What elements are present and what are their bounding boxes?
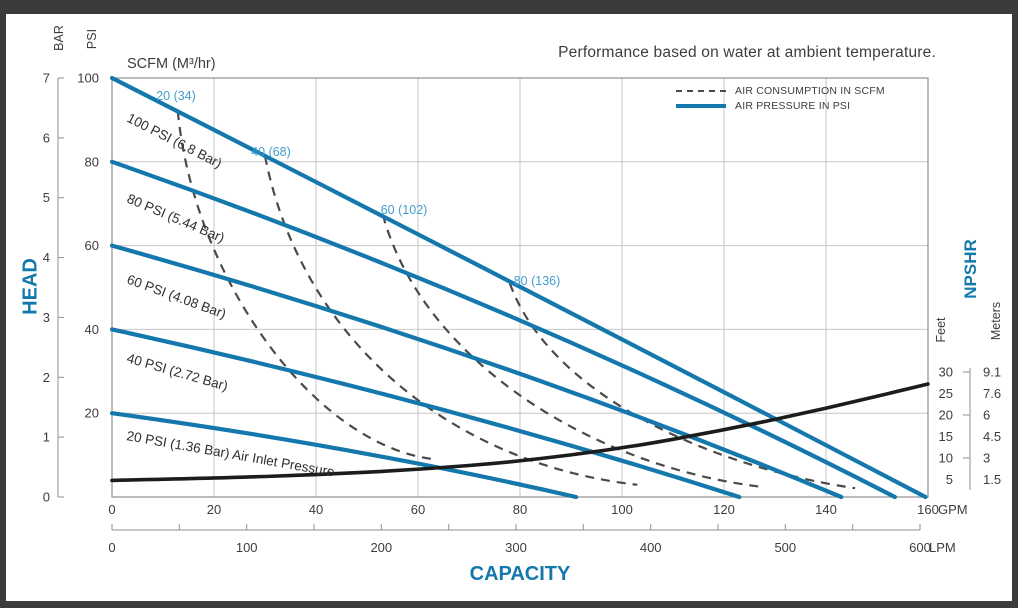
pressure-curve-60 bbox=[109, 243, 844, 500]
frame-right bbox=[1012, 0, 1018, 608]
capacity-axis-title: CAPACITY bbox=[469, 563, 571, 585]
legend-label-air-consumption: AIR CONSUMPTION IN SCFM bbox=[735, 85, 885, 97]
pressure-curve-100 bbox=[109, 75, 928, 500]
gpm-tick-label: 60 bbox=[411, 502, 425, 517]
feet-unit-label: Feet bbox=[934, 317, 948, 343]
lpm-unit-label: LPM bbox=[929, 540, 956, 555]
pressure-curve-80 bbox=[109, 159, 897, 500]
lpm-tick-label: 100 bbox=[236, 540, 258, 555]
lpm-tick-label: 500 bbox=[774, 540, 796, 555]
scfm-axis-caption: SCFM (M³/hr) bbox=[127, 56, 216, 72]
bar-unit-label: BAR bbox=[52, 25, 66, 51]
gpm-tick-label: 80 bbox=[513, 502, 527, 517]
lpm-tick-label: 200 bbox=[370, 540, 392, 555]
feet-tick-label: 10 bbox=[939, 451, 953, 466]
gpm-tick-label: 140 bbox=[815, 502, 837, 517]
meters-tick-label: 7.6 bbox=[983, 386, 1001, 401]
feet-tick-label: 20 bbox=[939, 408, 953, 423]
meters-tick-label: 6 bbox=[983, 408, 990, 423]
gpm-tick-label: 0 bbox=[108, 502, 115, 517]
air-consumption-label-80: 80 (136) bbox=[514, 274, 561, 288]
legend: AIR CONSUMPTION IN SCFM AIR PRESSURE IN … bbox=[676, 85, 885, 112]
bar-tick-label: 2 bbox=[43, 370, 50, 385]
bar-tick-label: 0 bbox=[43, 490, 50, 505]
bar-tick-label: 7 bbox=[43, 71, 50, 86]
meters-tick-label: 1.5 bbox=[983, 472, 1001, 487]
chart-title: Performance based on water at ambient te… bbox=[558, 44, 936, 61]
bar-tick-label: 3 bbox=[43, 310, 50, 325]
dashed-line-swatch bbox=[676, 90, 726, 92]
meters-unit-label: Meters bbox=[989, 301, 1003, 341]
air-consumption-label-40: 40 (68) bbox=[251, 145, 291, 159]
npshr-curve bbox=[110, 382, 930, 483]
frame-top bbox=[0, 0, 1018, 14]
lpm-tick-label: 0 bbox=[108, 540, 115, 555]
gpm-tick-label: 40 bbox=[309, 502, 323, 517]
legend-row-air-consumption: AIR CONSUMPTION IN SCFM bbox=[676, 85, 885, 97]
lpm-tick-label: 400 bbox=[640, 540, 662, 555]
npshr-axis-title: NPSHR bbox=[961, 239, 980, 299]
psi-tick-label: 60 bbox=[85, 238, 99, 253]
air-consumption-curve-20 bbox=[176, 110, 435, 461]
pressure-curve-20 bbox=[109, 411, 579, 500]
legend-label-air-pressure: AIR PRESSURE IN PSI bbox=[735, 100, 851, 112]
feet-tick-label: 5 bbox=[946, 472, 953, 487]
psi-unit-label: PSI bbox=[85, 28, 99, 50]
meters-tick-label: 9.1 bbox=[983, 365, 1001, 380]
pressure-curve-40 bbox=[109, 327, 742, 500]
bar-tick-label: 5 bbox=[43, 190, 50, 205]
legend-row-air-pressure: AIR PRESSURE IN PSI bbox=[676, 100, 885, 112]
bar-tick-label: 4 bbox=[43, 250, 50, 265]
frame-bottom bbox=[0, 601, 1018, 608]
pressure-curve-label-60: 60 PSI (4.08 Bar) bbox=[125, 272, 228, 322]
feet-tick-label: 15 bbox=[939, 429, 953, 444]
psi-tick-label: 80 bbox=[85, 154, 99, 169]
air-consumption-label-20: 20 (34) bbox=[156, 89, 196, 103]
air-consumption-curve-40 bbox=[263, 155, 638, 486]
psi-tick-label: 100 bbox=[77, 71, 99, 86]
gpm-tick-label: 100 bbox=[611, 502, 633, 517]
air-consumption-label-60: 60 (102) bbox=[381, 203, 428, 217]
gpm-tick-label: 160 bbox=[917, 502, 939, 517]
head-axis-title: HEAD bbox=[19, 258, 42, 315]
psi-tick-label: 40 bbox=[85, 322, 99, 337]
gpm-unit-label: GPM bbox=[938, 502, 968, 517]
meters-tick-label: 3 bbox=[983, 451, 990, 466]
air-consumption-curve-60 bbox=[381, 214, 763, 488]
pressure-curve-label-20: 20 PSI (1.36 Bar) Air Inlet Pressure bbox=[125, 428, 335, 479]
gpm-tick-label: 20 bbox=[207, 502, 221, 517]
psi-tick-label: 20 bbox=[85, 406, 99, 421]
meters-tick-label: 4.5 bbox=[983, 429, 1001, 444]
feet-tick-label: 30 bbox=[939, 365, 953, 380]
lpm-tick-label: 600 bbox=[909, 540, 931, 555]
gpm-tick-label: 120 bbox=[713, 502, 735, 517]
bar-tick-label: 6 bbox=[43, 130, 50, 145]
solid-line-swatch bbox=[676, 104, 726, 108]
bar-tick-label: 1 bbox=[43, 430, 50, 445]
lpm-tick-label: 300 bbox=[505, 540, 527, 555]
plot-border bbox=[111, 77, 929, 498]
frame-left bbox=[0, 0, 6, 608]
feet-tick-label: 25 bbox=[939, 386, 953, 401]
